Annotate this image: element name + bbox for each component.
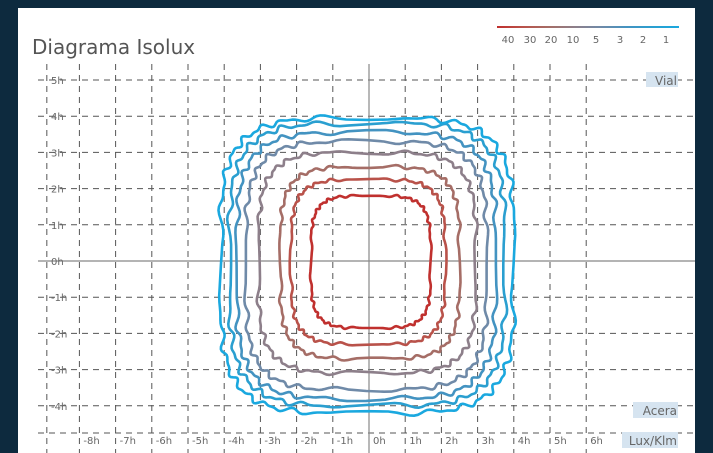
- x-tick-label: 3h: [482, 436, 495, 447]
- label-vial-box: [646, 72, 678, 87]
- isolines: [217, 114, 518, 418]
- legend-value: 10: [567, 35, 580, 46]
- label-acera-box: [633, 402, 678, 418]
- y-tick-label: -1h: [51, 293, 67, 304]
- x-tick-label: -8h: [83, 436, 99, 447]
- isoline-30: [288, 177, 448, 347]
- y-tick-label: 0h: [51, 257, 64, 268]
- x-tick-label: 5h: [554, 436, 567, 447]
- x-tick-label: -6h: [156, 436, 172, 447]
- label-acera: Acera: [633, 402, 678, 418]
- x-tick-label: 6h: [590, 436, 603, 447]
- legend-value: 40: [502, 35, 515, 46]
- y-tick-label: 5h: [51, 76, 64, 87]
- label-unit-text: Lux/Klm: [629, 434, 677, 448]
- legend-value: 20: [545, 35, 558, 46]
- x-tick-label: -1h: [337, 436, 353, 447]
- x-tick-label: -7h: [120, 436, 136, 447]
- isoline-1: [217, 114, 518, 418]
- y-tick-label: 3h: [51, 148, 64, 159]
- label-unit: Lux/Klm: [622, 432, 678, 448]
- x-tick-label: 1h: [409, 436, 422, 447]
- y-tick-label: 4h: [51, 112, 64, 123]
- y-tick-label: -2h: [51, 329, 67, 340]
- tick-labels: -8h -7h -6h -5h -4h -3h -2h -1h 0h 1h 2h 3h 4h 5h 6h 5h…: [51, 76, 603, 447]
- isoline-20: [277, 163, 462, 362]
- legend-value: 1: [663, 35, 669, 46]
- legend-value: 2: [640, 35, 646, 46]
- x-tick-label: -4h: [228, 436, 244, 447]
- x-tick-label: 2h: [445, 436, 458, 447]
- y-tick-label: 1h: [51, 221, 64, 232]
- y-tick-label: 2h: [51, 185, 64, 196]
- isoline-3: [234, 128, 499, 403]
- legend-value: 5: [593, 35, 599, 46]
- x-tick-label: -2h: [301, 436, 317, 447]
- label-vial: Vial: [646, 72, 678, 88]
- isoline-10: [255, 149, 480, 377]
- legend: 40 30 20 10 5 3 2 1: [497, 26, 679, 46]
- x-tick-label: -5h: [192, 436, 208, 447]
- x-tick-label: 4h: [518, 436, 531, 447]
- legend-value: 30: [524, 35, 537, 46]
- y-tick-label: -3h: [51, 366, 67, 377]
- isoline-2: [225, 120, 509, 410]
- label-unit-box: [622, 432, 678, 448]
- legend-bar: [497, 26, 679, 28]
- isoline-40: [308, 193, 433, 331]
- chart-title: Diagrama Isolux: [32, 35, 195, 59]
- x-tick-label: -3h: [264, 436, 280, 447]
- legend-value: 3: [617, 35, 623, 46]
- grid: [38, 64, 695, 453]
- label-acera-text: Acera: [643, 404, 677, 418]
- x-tick-label: 0h: [373, 436, 386, 447]
- isoline-5: [243, 138, 490, 394]
- label-vial-text: Vial: [655, 74, 677, 88]
- chart-panel: [18, 8, 695, 453]
- y-tick-label: -4h: [51, 402, 67, 413]
